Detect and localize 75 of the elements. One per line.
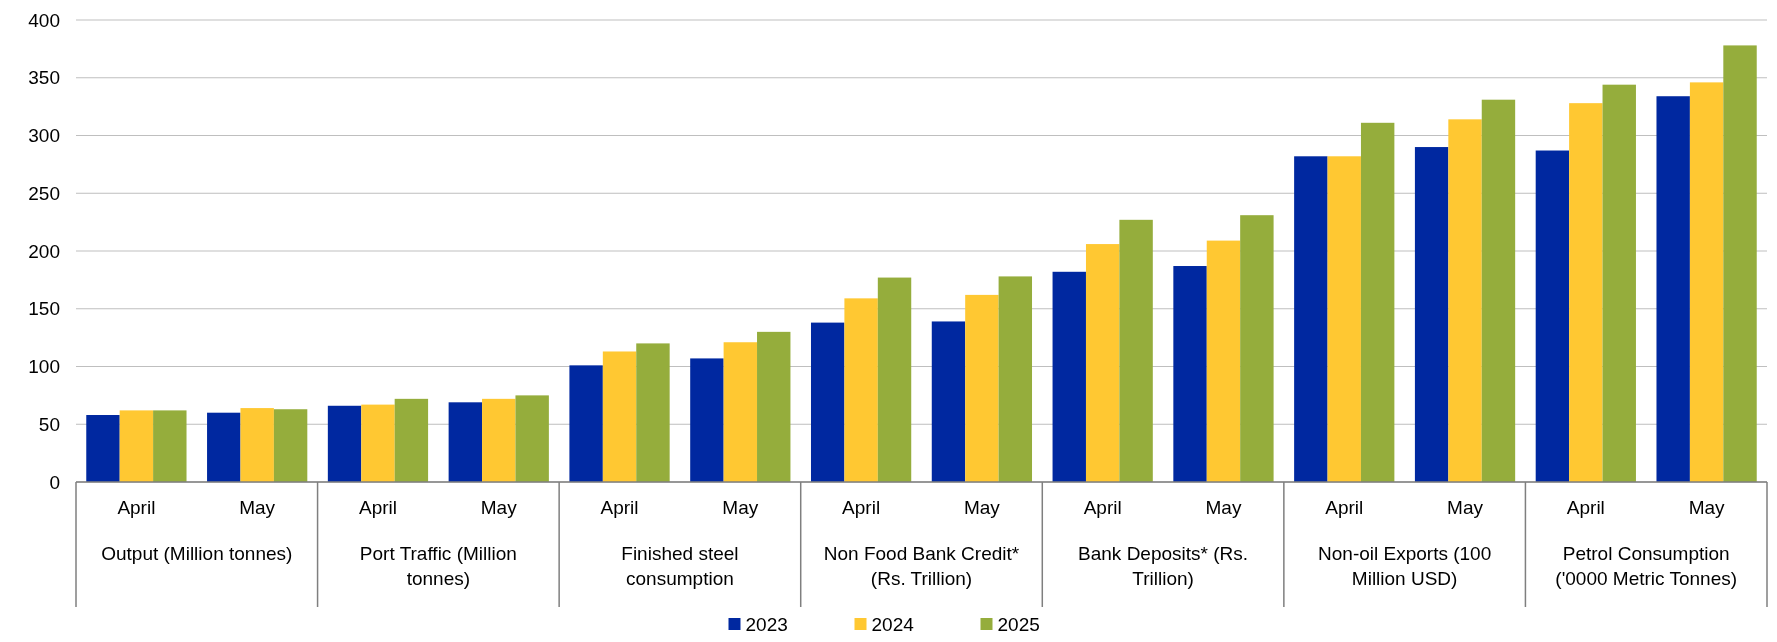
bar bbox=[482, 398, 516, 482]
x-tick-label: May bbox=[1688, 497, 1726, 518]
bar bbox=[1173, 266, 1207, 482]
bar bbox=[361, 404, 395, 482]
bar bbox=[448, 402, 483, 482]
bar bbox=[690, 358, 724, 482]
bar bbox=[1240, 215, 1274, 482]
bar bbox=[602, 351, 637, 482]
bar bbox=[327, 405, 362, 482]
x-tick-label: May bbox=[480, 497, 518, 518]
x-tick-label: May bbox=[722, 497, 759, 518]
bar bbox=[1294, 156, 1328, 482]
x-tick-label: April bbox=[1083, 497, 1122, 518]
y-tick-label: 0 bbox=[49, 471, 60, 493]
bar bbox=[810, 322, 845, 482]
bar bbox=[1327, 156, 1361, 482]
bar bbox=[119, 410, 154, 482]
bar bbox=[1481, 99, 1516, 482]
bar bbox=[394, 398, 429, 482]
legend-label: 2024 bbox=[871, 613, 915, 635]
bar bbox=[1689, 82, 1724, 482]
legend-label: 2023 bbox=[745, 613, 788, 635]
x-tick-label: May bbox=[1447, 497, 1484, 518]
bar bbox=[1535, 150, 1570, 482]
y-tick-label: 200 bbox=[28, 240, 60, 262]
x-tick-label: April bbox=[117, 497, 156, 518]
x-tick-label: April bbox=[842, 497, 881, 518]
y-tick-label: 100 bbox=[28, 356, 60, 378]
bar bbox=[877, 277, 912, 482]
y-tick-label: 350 bbox=[28, 67, 60, 89]
y-tick-label: 50 bbox=[38, 413, 60, 435]
bar bbox=[240, 408, 274, 482]
y-tick-label: 400 bbox=[28, 9, 60, 31]
bar bbox=[1414, 147, 1449, 482]
bar bbox=[636, 343, 670, 482]
text: Port Traffic (Million tonnes) bbox=[359, 543, 517, 589]
bar bbox=[844, 298, 878, 482]
x-tick-label: May bbox=[1205, 497, 1242, 518]
bar bbox=[757, 331, 791, 482]
legend-label: 2025 bbox=[997, 613, 1040, 635]
bar bbox=[998, 276, 1033, 482]
x-tick-label: April bbox=[358, 497, 397, 518]
y-tick-label: 250 bbox=[28, 182, 60, 204]
x-tick-label: May bbox=[239, 497, 276, 518]
bar bbox=[1052, 271, 1086, 482]
bar bbox=[965, 294, 999, 482]
bar bbox=[86, 415, 120, 482]
x-tick-label: May bbox=[963, 497, 1001, 518]
bar bbox=[1085, 244, 1120, 482]
bar bbox=[1206, 240, 1241, 482]
x-tick-label: April bbox=[1325, 497, 1364, 518]
bar bbox=[1448, 119, 1482, 482]
text: Non-oil Exports (100 Million USD) bbox=[1318, 543, 1492, 589]
bar bbox=[723, 342, 758, 482]
text: Petrol Consumption ('0000 Metric Tonnes) bbox=[1555, 543, 1738, 589]
y-tick-label: 300 bbox=[28, 125, 60, 147]
bar bbox=[1360, 122, 1395, 482]
bar bbox=[931, 321, 966, 482]
bar bbox=[153, 410, 187, 482]
text: Bank Deposits* (Rs. Trillion) bbox=[1078, 543, 1249, 589]
bar bbox=[273, 409, 308, 482]
x-tick-label: April bbox=[600, 497, 639, 518]
bar bbox=[1119, 219, 1153, 482]
bar bbox=[1602, 84, 1636, 482]
bar bbox=[1656, 96, 1690, 482]
bar bbox=[515, 395, 549, 482]
bar bbox=[569, 365, 603, 482]
bar bbox=[1569, 103, 1603, 482]
bar bbox=[207, 412, 241, 482]
text: Finished steel consumption bbox=[621, 543, 739, 589]
bar bbox=[1723, 45, 1757, 482]
y-tick-label: 150 bbox=[28, 298, 60, 320]
text: Output (Million tonnes) bbox=[101, 543, 293, 564]
text: Non Food Bank Credit* (Rs. Trillion) bbox=[823, 543, 1020, 589]
x-tick-label: April bbox=[1566, 497, 1605, 518]
